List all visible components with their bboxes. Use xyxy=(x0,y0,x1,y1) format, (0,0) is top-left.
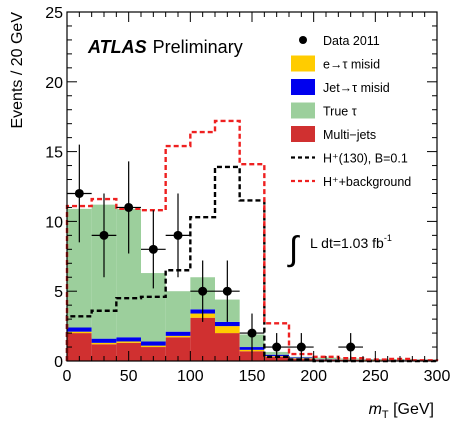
bar-0-5 xyxy=(190,317,215,361)
legend-swatch-2 xyxy=(291,79,315,95)
legend-label-5: H⁺(130), B=0.1 xyxy=(323,152,408,166)
bar-1-6 xyxy=(215,326,240,334)
bar-1-4 xyxy=(165,335,191,338)
bar-0-4 xyxy=(165,337,191,361)
axes: 0 50 100 150 200 250 300 0 5 10 15 20 25 xyxy=(45,5,450,385)
legend-label-0: Data 2011 xyxy=(323,34,380,48)
bar-1-0 xyxy=(67,331,92,334)
legend-swatch-3 xyxy=(291,102,315,119)
bar-2-6 xyxy=(215,321,240,327)
bar-2-3 xyxy=(141,341,166,346)
stacked-histogram xyxy=(67,204,437,361)
x-tick-label-6: 300 xyxy=(424,368,451,385)
integral-sign: ∫ xyxy=(287,230,300,268)
y-tick-label-4: 20 xyxy=(45,75,63,92)
data-point-1 xyxy=(99,230,109,240)
y-tick-label-3: 15 xyxy=(45,145,63,162)
data-point-4 xyxy=(173,230,183,240)
legend-label-2: Jet→τ misid xyxy=(323,81,390,95)
y-tick-label-2: 10 xyxy=(45,214,63,231)
data-point-5 xyxy=(198,286,208,296)
signal-plus-background-line xyxy=(65,119,439,362)
x-tick-label-0: 0 xyxy=(63,368,72,385)
data-point-0 xyxy=(74,188,84,198)
bar-2-0 xyxy=(67,327,92,332)
bar-0-1 xyxy=(91,344,117,361)
legend-swatch-4 xyxy=(291,126,315,142)
data-point-9 xyxy=(296,342,306,352)
luminosity-label: L dt=1.03 fb-1 xyxy=(310,233,392,251)
legend-label-4: Multi−jets xyxy=(323,128,376,142)
legend-marker-0 xyxy=(299,36,307,44)
data-point-2 xyxy=(124,202,134,212)
y-tick-label-5: 25 xyxy=(45,5,63,22)
y-tick-label-0: 0 xyxy=(54,354,63,371)
x-axis-label: mT [GeV] xyxy=(369,401,434,421)
y-axis-label: Events / 20 GeV xyxy=(9,12,26,129)
bar-1-3 xyxy=(141,345,166,348)
bar-2-2 xyxy=(116,337,141,342)
legend-swatch-1 xyxy=(291,55,315,72)
bar-2-4 xyxy=(165,331,191,336)
data-point-10 xyxy=(346,342,356,352)
bar-1-1 xyxy=(91,342,117,345)
data-point-7 xyxy=(247,328,257,338)
x-tick-label-4: 200 xyxy=(300,368,327,385)
x-tick-label-1: 50 xyxy=(120,368,138,385)
luminosity-annotation: ∫ L dt=1.03 fb-1 xyxy=(287,230,392,268)
data-point-3 xyxy=(148,244,158,254)
legend: Data 2011 e→τ misid Jet→τ misid True τ Multi… xyxy=(291,34,411,189)
legend-label-1: e→τ misid xyxy=(323,58,380,72)
bar-2-1 xyxy=(91,338,117,343)
x-tick-label-5: 250 xyxy=(362,368,389,385)
data-point-6 xyxy=(222,286,232,296)
x-tick-label-3: 150 xyxy=(239,368,266,385)
data-point-8 xyxy=(272,342,282,352)
bar-0-3 xyxy=(141,347,166,361)
y-tick-label-1: 5 xyxy=(54,284,63,301)
legend-label-6: H⁺+background xyxy=(323,175,411,189)
bar-1-2 xyxy=(116,341,141,343)
legend-label-3: True τ xyxy=(323,105,357,119)
bar-3-4 xyxy=(165,291,191,332)
x-tick-label-2: 100 xyxy=(177,368,204,385)
experiment-label: ATLAS Preliminary xyxy=(87,37,243,57)
